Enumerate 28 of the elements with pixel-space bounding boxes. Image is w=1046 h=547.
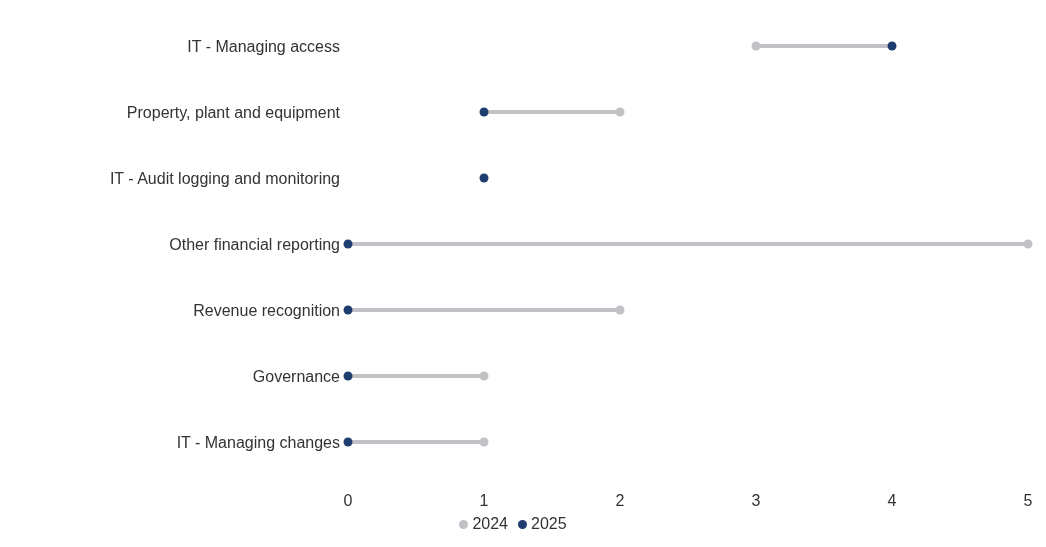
x-tick-label: 0: [343, 492, 353, 510]
y-tick-label: IT - Audit logging and monitoring: [109, 169, 340, 187]
x-tick-label: 4: [887, 492, 897, 510]
point: [1023, 239, 1033, 249]
point: [479, 437, 489, 447]
y-tick-label: Property, plant and equipment: [126, 103, 341, 121]
x-tick-label: 2: [615, 492, 625, 510]
point: [751, 41, 761, 51]
point: [343, 437, 353, 447]
point: [343, 239, 353, 249]
legend-label: 2024: [472, 515, 508, 532]
point: [887, 41, 897, 51]
point: [479, 173, 489, 183]
y-tick-label: IT - Managing changes: [176, 433, 340, 451]
y-tick-label: Other financial reporting: [169, 235, 340, 253]
point: [479, 371, 489, 381]
point: [343, 305, 353, 315]
x-tick-label: 5: [1023, 492, 1033, 510]
point: [615, 305, 625, 315]
y-tick-label: Governance: [252, 367, 341, 385]
point: [343, 371, 353, 381]
point: [479, 107, 489, 117]
x-tick-label: 3: [751, 492, 761, 510]
point: [615, 107, 625, 117]
x-tick-label: 1: [479, 492, 489, 510]
legend-label: 2025: [531, 515, 567, 532]
y-tick-label: Revenue recognition: [193, 301, 340, 319]
y-tick-label: IT - Managing access: [187, 37, 340, 55]
